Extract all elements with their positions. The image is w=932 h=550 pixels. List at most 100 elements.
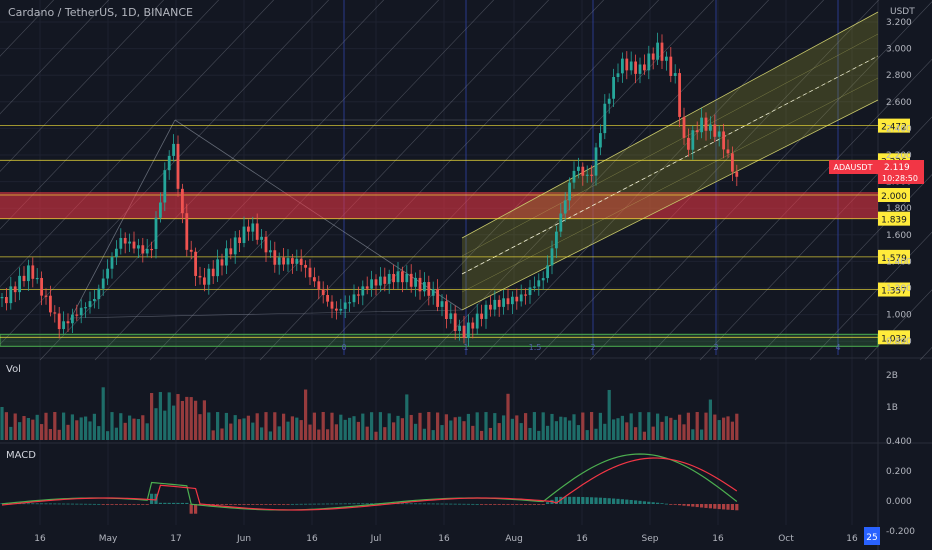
volume-bar xyxy=(88,421,92,440)
macd-histogram-bar xyxy=(334,503,338,505)
candle-body xyxy=(106,268,109,279)
candle-body xyxy=(207,268,211,285)
volume-bar xyxy=(365,426,369,440)
volume-bar xyxy=(585,430,589,440)
volume-bar xyxy=(106,431,110,440)
volume-bar xyxy=(326,429,330,440)
macd-histogram-bar xyxy=(31,503,35,505)
volume-bar xyxy=(392,422,396,440)
candle-body xyxy=(638,64,642,74)
candle-body xyxy=(348,302,351,304)
macd-histogram-bar xyxy=(132,504,136,505)
candle-body xyxy=(726,149,730,154)
volume-bar xyxy=(422,428,426,440)
candle-body xyxy=(537,280,541,287)
volume-bar xyxy=(669,417,673,440)
candle-body xyxy=(352,294,356,303)
volume-bar xyxy=(656,413,660,440)
macd-histogram-bar xyxy=(532,504,536,505)
macd-label: MACD xyxy=(6,450,36,461)
time-axis[interactable]: 16 May 17 Jun 16 Jul 16 Aug 16 Sep 16 Oct 16 25 0 1 1.5 2… xyxy=(34,343,880,545)
candle-body xyxy=(493,299,497,310)
macd-histogram-bar xyxy=(603,497,607,504)
volume-bar xyxy=(616,418,620,440)
volume-bar xyxy=(18,422,22,440)
volume-bar xyxy=(383,427,387,440)
macd-histogram-bar xyxy=(268,504,272,505)
macd-histogram-bar xyxy=(330,503,334,505)
candle-body xyxy=(304,264,307,268)
candle-body xyxy=(110,257,114,269)
volume-bar xyxy=(493,413,497,440)
macd-histogram-bar xyxy=(189,504,193,514)
candle-body xyxy=(185,213,189,250)
volume-bar xyxy=(75,420,79,440)
candle-body xyxy=(453,313,457,332)
volume-bar xyxy=(480,430,484,440)
macd-histogram-bar xyxy=(405,503,409,505)
macd-histogram-bar xyxy=(497,504,501,505)
volume-bar xyxy=(475,412,479,440)
macd-histogram-bar xyxy=(502,504,506,505)
candle-body xyxy=(546,265,549,279)
volume-bar xyxy=(40,424,44,440)
channel-edge xyxy=(461,99,879,311)
candle-body xyxy=(559,213,563,232)
macd-histogram-bar xyxy=(682,504,686,506)
fan-line xyxy=(149,0,495,361)
macd-histogram-bar xyxy=(75,503,79,505)
macd-histogram-bar xyxy=(57,503,61,505)
price-tick-label: 3.200 xyxy=(886,18,912,28)
fib-time-label: 1 xyxy=(463,343,468,352)
volume-bar xyxy=(317,429,321,440)
level-tag-label: 1.032 xyxy=(881,334,907,344)
candle-body xyxy=(27,265,30,282)
fib-time-label: 2 xyxy=(590,343,595,352)
macd-histogram-bar xyxy=(585,497,589,504)
candle-body xyxy=(396,271,400,283)
candles[interactable] xyxy=(0,32,739,347)
candle-body xyxy=(669,56,673,76)
macd-histogram-bar xyxy=(528,504,532,505)
volume-bar xyxy=(506,393,510,440)
candle-body xyxy=(313,277,316,282)
price-tick-label: 2.200 xyxy=(886,151,912,161)
level-tag xyxy=(878,330,910,345)
candle-body xyxy=(383,276,387,284)
candle-body xyxy=(255,223,259,240)
volume-bar xyxy=(150,393,154,440)
macd-histogram-bar xyxy=(123,504,127,505)
price-axis[interactable]: 2.4722.2362.0001.8391.5791.3571.0323.200… xyxy=(829,7,924,347)
macd-histogram-bar xyxy=(515,504,519,505)
volume-bar xyxy=(295,417,299,440)
candle-body xyxy=(5,297,8,304)
macd-histogram-bar xyxy=(290,503,294,505)
volume-bar xyxy=(572,414,576,440)
volume-bar xyxy=(9,426,13,440)
volume-bar xyxy=(704,412,708,440)
macd-histogram-bar xyxy=(660,503,664,505)
volume-bar xyxy=(48,429,52,440)
volume-bar xyxy=(145,423,149,440)
candle-body xyxy=(101,278,105,289)
macd-histogram-bar xyxy=(141,504,145,505)
fib-time-label: 0 xyxy=(341,343,346,352)
volume-bar xyxy=(708,399,712,440)
fan-line xyxy=(204,0,550,361)
macd-histogram-bar xyxy=(229,504,233,505)
volume-bar xyxy=(220,428,224,440)
volume-bar xyxy=(224,412,228,440)
volume-bar xyxy=(581,412,585,440)
volume-bar xyxy=(537,430,541,440)
macd-histogram-bar xyxy=(414,503,418,505)
macd-histogram-bar xyxy=(669,504,673,505)
candle-body xyxy=(695,130,699,133)
macd-pane: 0.400 0.200 0.000 -0.200 xyxy=(0,437,915,537)
candle-body xyxy=(515,296,519,302)
macd-histogram-bar xyxy=(422,503,426,505)
macd-histogram-bar xyxy=(242,504,246,505)
macd-histogram-bar xyxy=(92,503,96,505)
volume-bar xyxy=(664,416,668,440)
macd-histogram-bar xyxy=(339,503,343,505)
